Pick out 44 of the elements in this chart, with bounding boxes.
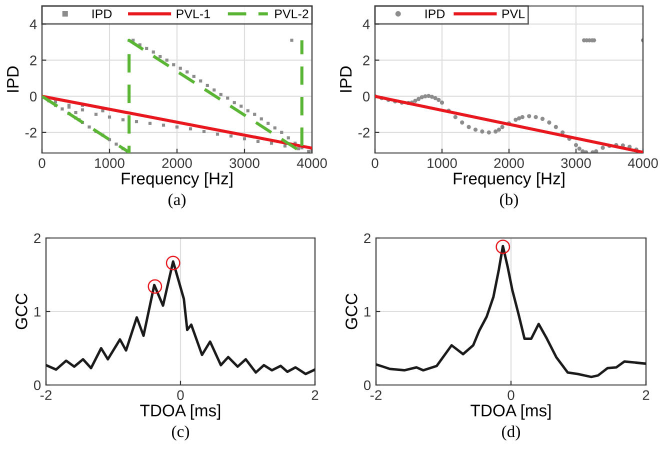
y-tick-label: 0 [30,92,37,102]
x-tick-label: 3000 [561,158,591,168]
y-tick-label: 0 [364,380,371,390]
text: (b) [500,193,518,209]
legend-label: PVL [502,10,525,18]
x-tick-label: 2 [642,390,650,400]
x-tick-label: 1000 [428,158,457,168]
legend-label: IPD [92,10,112,18]
x-tick-label: 3000 [230,158,260,168]
y-tick-label: 2 [363,56,370,66]
x-tick-label: 2 [312,390,318,400]
x-tick-label: 2000 [494,158,524,168]
y-tick-label: 0 [362,92,370,102]
y-tick-label: 0 [34,380,41,390]
y-axis-title: GCC [346,294,358,330]
x-axis-title: TDOA [ms] [470,404,551,420]
y-axis-title: IPD [340,66,352,92]
legend-label: PVL-2 [275,9,308,18]
x-tick-label: 0 [177,390,184,400]
y-tick-label: -2 [358,128,370,138]
legend-label: IPD [426,10,445,18]
y-tick-label: 2 [364,233,370,244]
legend-label: PVL-1 [176,10,210,18]
x-tick-label: 2000 [162,158,192,168]
y-tick-label: 1 [34,306,40,317]
y-tick-label: -2 [25,128,36,138]
x-tick-label: 0 [372,158,378,168]
x-tick-label: 0 [508,390,514,400]
text: (a) [168,193,186,209]
x-tick-label: 1000 [95,158,124,168]
y-tick-label: 2 [30,56,36,66]
text: (d) [502,425,520,441]
y-tick-label: 4 [362,20,370,30]
x-axis-title: Frequency [Hz] [454,172,564,188]
x-tick-label: 4000 [628,158,658,168]
x-axis-title: Frequency [Hz] [122,172,232,188]
x-tick-label: 4000 [296,158,327,168]
y-tick-label: 2 [34,233,40,244]
y-axis-title: GCC [16,294,28,330]
y-axis-title: IPD [7,66,19,92]
x-axis-title: TDOA [ms] [140,404,220,420]
y-tick-label: 1 [364,306,370,317]
y-tick-label: 4 [30,20,37,30]
text: (c) [172,425,190,441]
